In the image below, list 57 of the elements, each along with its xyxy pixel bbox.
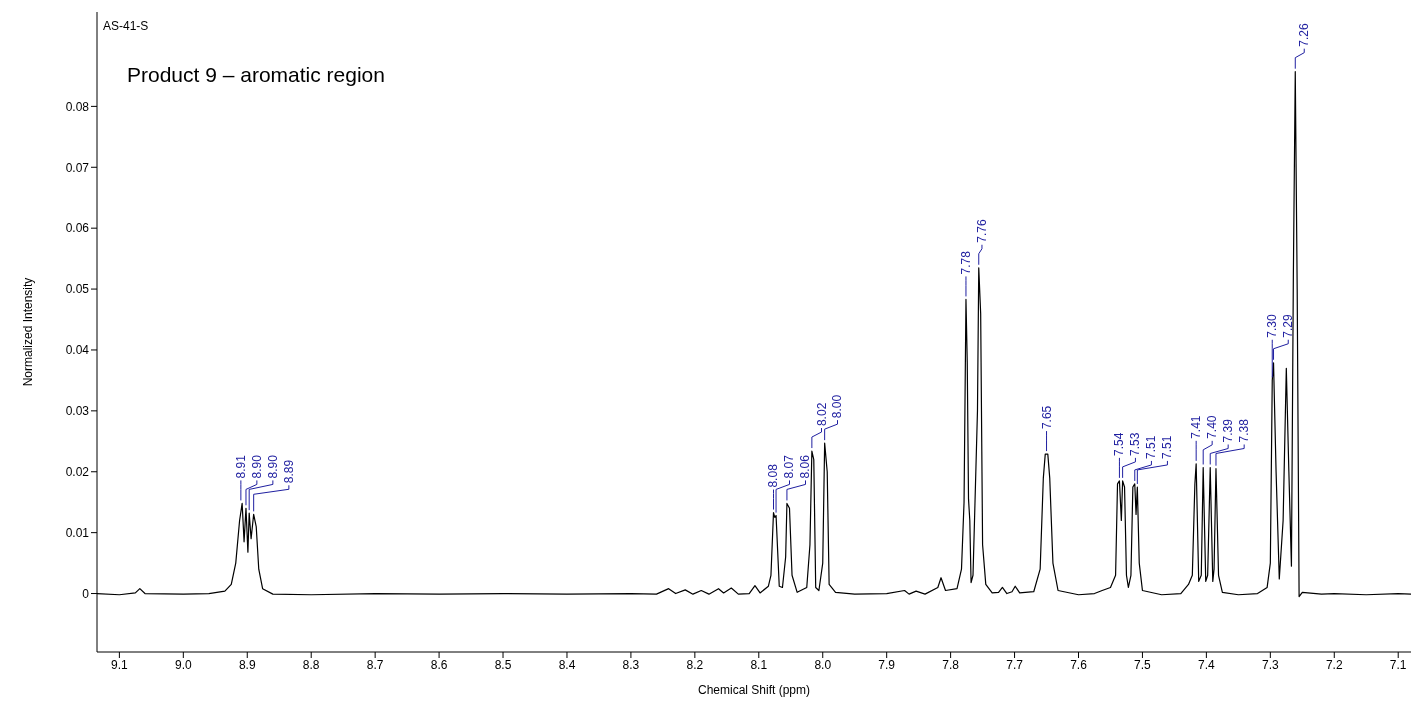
annotation: 7.38 <box>1237 418 1252 443</box>
y-tick-label: 0.04 <box>65 343 90 358</box>
annotation: 7.65 <box>1039 405 1054 430</box>
x-tick-label: 8.2 <box>686 657 704 672</box>
x-axis-title: Chemical Shift (ppm) <box>697 683 811 697</box>
annotation: 7.78 <box>958 250 973 275</box>
y-tick-label: 0.06 <box>65 221 90 236</box>
annotation: 8.07 <box>782 454 797 479</box>
x-tick-label: 7.3 <box>1261 657 1279 672</box>
y-tick-label: 0.03 <box>65 404 90 419</box>
x-tick-label: 7.6 <box>1070 657 1088 672</box>
annotation: 8.90 <box>249 454 264 479</box>
x-tick-label: 7.7 <box>1006 657 1024 672</box>
x-tick-label: 8.4 <box>558 657 576 672</box>
annotation: 7.30 <box>1265 314 1280 338</box>
x-tick-label: 9.1 <box>111 657 129 672</box>
y-axis-title: Normalized Intensity <box>21 277 36 387</box>
x-tick-label: 7.4 <box>1198 657 1216 672</box>
x-tick-label: 8.5 <box>494 657 512 672</box>
y-tick-label: 0.05 <box>65 282 90 297</box>
x-tick-label: 8.9 <box>238 657 256 672</box>
x-tick-label: 7.1 <box>1389 657 1407 672</box>
y-tick-label: 0.01 <box>65 525 90 540</box>
annotation: 7.54 <box>1112 432 1127 456</box>
x-tick-label: 9.0 <box>174 657 192 672</box>
x-tick-label: 8.1 <box>750 657 768 672</box>
annotation: 7.26 <box>1297 22 1312 47</box>
annotation: 7.29 <box>1281 314 1296 338</box>
x-tick-label: 8.3 <box>622 657 640 672</box>
y-tick-label: 0.07 <box>65 160 90 175</box>
y-tick-label: 0 <box>82 586 90 601</box>
x-tick-label: 8.6 <box>430 657 448 672</box>
annotation: 8.06 <box>798 454 813 479</box>
annotation: 8.89 <box>281 459 296 484</box>
annotation: 7.53 <box>1128 432 1143 456</box>
y-tick-label: 0.02 <box>65 465 90 480</box>
x-tick-label: 7.5 <box>1134 657 1152 672</box>
annotation: 7.40 <box>1205 415 1220 439</box>
x-tick-label: 7.9 <box>878 657 896 672</box>
annotation: 8.02 <box>814 402 829 427</box>
annotation: 7.51 <box>1144 435 1159 459</box>
x-tick-label: 7.8 <box>942 657 960 672</box>
annotation: 8.90 <box>265 454 280 479</box>
x-tick-label: 8.7 <box>366 657 384 672</box>
annotation: 8.91 <box>233 454 248 479</box>
text: Product 9 – aromatic region <box>127 63 385 86</box>
annotation: 7.41 <box>1189 415 1204 439</box>
annotation: 8.00 <box>830 394 845 419</box>
annotation: 8.08 <box>766 463 781 488</box>
x-tick-label: 8.0 <box>814 657 832 672</box>
text: AS-41-S <box>103 19 149 33</box>
x-tick-label: 7.2 <box>1325 657 1343 672</box>
x-tick-label: 8.8 <box>302 657 320 672</box>
annotation: 7.39 <box>1221 418 1236 443</box>
annotation: 7.76 <box>974 219 989 243</box>
y-tick-label: 0.08 <box>65 99 90 114</box>
annotation: 7.51 <box>1160 435 1175 459</box>
